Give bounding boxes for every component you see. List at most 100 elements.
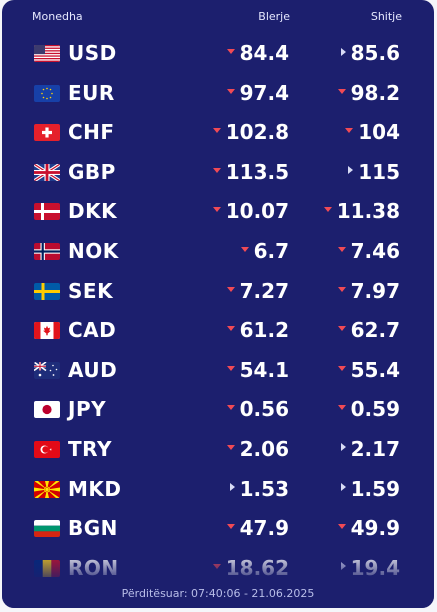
trend-down-icon	[226, 286, 235, 292]
buy-rate: 97.4	[226, 80, 289, 105]
buy-rate: 1.53	[229, 476, 289, 501]
buy-rate-value: 113.5	[225, 159, 289, 184]
trend-down-icon	[212, 207, 221, 213]
column-header-sell: Shitje	[370, 10, 402, 23]
currency-code: SEK	[68, 278, 114, 303]
trend-neutral-icon	[340, 483, 346, 492]
trend-down-icon	[337, 286, 346, 292]
bottom-fade-overlay	[2, 550, 434, 608]
sell-rate-value: 1.59	[350, 476, 400, 501]
sell-rate: 62.7	[337, 318, 400, 343]
currency-row: AUD 54.1 55.4	[2, 351, 434, 391]
sell-rate: 55.4	[337, 357, 400, 382]
currency-code: CAD	[68, 318, 117, 343]
trend-down-icon	[226, 444, 235, 450]
sell-rate: 1.59	[340, 476, 400, 501]
sell-rate-value: 2.17	[350, 436, 400, 461]
buy-rate-value: 2.06	[239, 436, 289, 461]
currency-row: GBP 113.5 115	[2, 153, 434, 193]
table-header: Monedha Blerje Shitje	[2, 10, 434, 26]
buy-rate: 113.5	[212, 159, 289, 184]
sell-rate: 115	[348, 160, 400, 184]
bulgaria-flag-icon	[34, 520, 60, 538]
buy-rate-value: 84.4	[239, 41, 289, 65]
norway-flag-icon	[34, 242, 60, 260]
sell-rate: 98.2	[337, 81, 400, 105]
buy-rate-value: 54.1	[239, 357, 289, 382]
currency-code: USD	[68, 41, 117, 65]
currency-row: DKK 10.07 11.38	[2, 192, 434, 232]
trend-down-icon	[226, 88, 235, 94]
sell-rate: 0.59	[337, 397, 400, 422]
buy-rate: 0.56	[226, 397, 289, 421]
sell-rate-value: 0.59	[350, 397, 400, 422]
buy-rate: 10.07	[212, 199, 289, 224]
trend-down-icon	[337, 524, 346, 530]
sell-rate-value: 85.6	[350, 41, 400, 65]
buy-rate-value: 97.4	[239, 80, 289, 105]
trend-down-icon	[337, 405, 346, 411]
currency-row: TRY 2.06 2.17	[2, 430, 434, 470]
trend-down-icon	[212, 167, 221, 173]
trend-down-icon	[226, 524, 235, 530]
trend-down-icon	[226, 326, 235, 332]
currency-code: EUR	[68, 80, 115, 105]
currency-code: DKK	[68, 199, 118, 224]
sell-rate-value: 104	[358, 120, 400, 145]
buy-rate-value: 7.27	[239, 278, 289, 303]
buy-rate: 2.06	[226, 436, 289, 461]
currency-code: JPY	[68, 397, 107, 422]
sweden-flag-icon	[34, 282, 60, 300]
trend-down-icon	[226, 405, 235, 411]
trend-down-icon	[212, 128, 221, 134]
trend-neutral-icon	[348, 166, 354, 175]
buy-rate-value: 1.53	[239, 476, 289, 501]
currency-code: MKD	[68, 476, 122, 501]
sell-rate: 49.9	[337, 516, 400, 541]
trend-down-icon	[337, 326, 346, 332]
buy-rate: 47.9	[226, 516, 289, 540]
sell-rate-value: 115	[358, 159, 400, 184]
sell-rate: 7.97	[337, 278, 400, 303]
currency-code: TRY	[68, 436, 112, 461]
swiss-flag-icon	[34, 124, 60, 142]
sell-rate: 2.17	[340, 436, 400, 461]
trend-down-icon	[337, 88, 346, 94]
currency-row: CHF 102.8 104	[2, 113, 434, 153]
sell-rate-value: 11.38	[336, 199, 400, 224]
sell-rate-value: 7.46	[350, 238, 400, 263]
trend-down-icon	[337, 246, 346, 252]
currency-code: GBP	[68, 159, 116, 184]
column-header-currency: Monedha	[32, 10, 83, 23]
buy-rate: 102.8	[212, 120, 289, 144]
buy-rate: 7.27	[226, 278, 289, 303]
buy-rate-value: 10.07	[225, 199, 289, 224]
trend-down-icon	[337, 365, 346, 371]
sell-rate-value: 49.9	[350, 516, 400, 541]
australia-flag-icon	[34, 361, 60, 379]
buy-rate-value: 6.7	[253, 238, 289, 263]
sell-rate: 7.46	[337, 238, 400, 263]
currency-row: NOK 6.7 7.46	[2, 232, 434, 272]
currency-code: BGN	[68, 516, 118, 541]
trend-down-icon	[323, 207, 332, 213]
trend-down-icon	[345, 128, 354, 134]
currency-code: NOK	[68, 238, 119, 263]
trend-neutral-icon	[229, 483, 235, 492]
uk-flag-icon	[34, 163, 60, 181]
currency-row: JPY 0.56 0.59	[2, 390, 434, 430]
trend-down-icon	[226, 49, 235, 54]
currency-row: USD 84.4 85.6	[2, 34, 434, 74]
macedonia-flag-icon	[34, 480, 60, 498]
sell-rate-value: 55.4	[350, 357, 400, 382]
trend-neutral-icon	[340, 443, 346, 452]
sell-rate: 85.6	[340, 41, 400, 65]
buy-rate: 84.4	[226, 41, 289, 65]
sell-rate-value: 62.7	[350, 318, 400, 343]
currency-row: SEK 7.27 7.97	[2, 272, 434, 312]
sell-rate-value: 7.97	[350, 278, 400, 303]
trend-down-icon	[240, 246, 249, 252]
currency-row: MKD 1.53 1.59	[2, 470, 434, 510]
column-header-buy: Blerje	[258, 10, 290, 23]
